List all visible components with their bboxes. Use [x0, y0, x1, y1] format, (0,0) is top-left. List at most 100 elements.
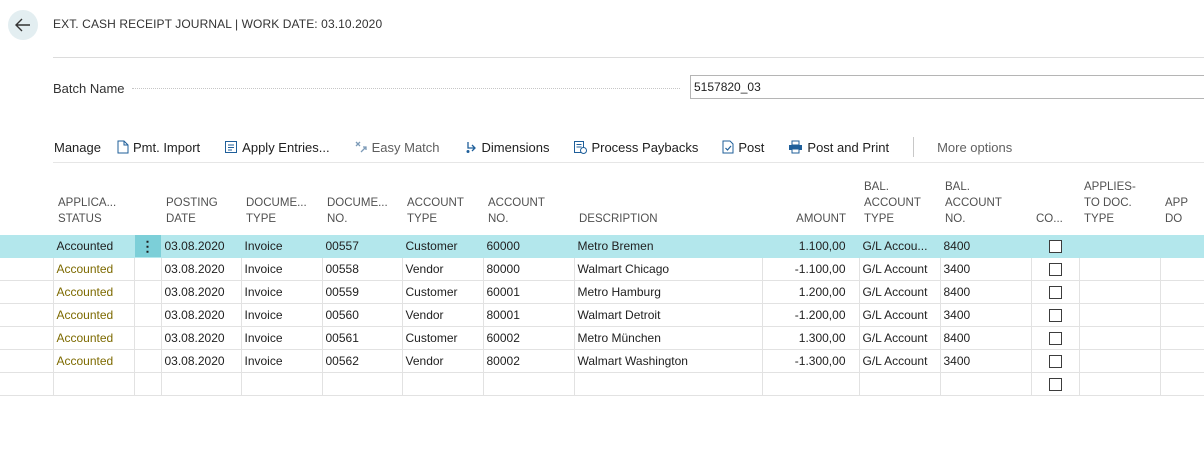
process-paybacks-button[interactable]: Process Paybacks — [573, 140, 698, 155]
table-row[interactable]: Accounted ⋮ 03.08.2020 Invoice 00557 Cus… — [0, 235, 1204, 258]
amount-cell[interactable] — [761, 372, 859, 396]
bal-account-no-cell[interactable]: 8400 — [939, 235, 1031, 258]
correction-checkbox[interactable] — [1048, 286, 1062, 300]
correction-checkbox[interactable] — [1048, 309, 1062, 323]
correction-checkbox[interactable] — [1048, 263, 1062, 277]
table-row[interactable]: Accounted 03.08.2020 Invoice 00561 Custo… — [0, 326, 1204, 350]
document-no-cell[interactable]: 00562 — [321, 349, 402, 373]
bal-account-type-cell[interactable]: G/L Account — [858, 303, 940, 327]
posting-date-cell[interactable]: 03.08.2020 — [160, 280, 241, 304]
document-type-cell[interactable]: Invoice — [240, 280, 322, 304]
posting-date-cell[interactable]: 03.08.2020 — [160, 326, 241, 350]
document-type-cell[interactable]: Invoice — [240, 303, 322, 327]
correction-checkbox[interactable] — [1048, 332, 1062, 346]
bal-account-type-cell[interactable]: G/L Account — [858, 349, 940, 373]
bal-account-no-cell[interactable]: 3400 — [939, 303, 1031, 327]
amount-cell[interactable]: -1.200,00 — [761, 303, 859, 327]
row-menu-button[interactable]: ⋮ — [133, 235, 161, 258]
posting-date-cell[interactable] — [160, 372, 241, 396]
account-no-cell[interactable]: 80001 — [482, 303, 574, 327]
bal-account-type-cell[interactable]: G/L Account — [858, 257, 940, 281]
correction-checkbox[interactable] — [1048, 378, 1062, 392]
pmt-import-button[interactable]: Pmt. Import — [117, 140, 200, 155]
row-menu-cell[interactable] — [133, 372, 161, 396]
column-header-account-no[interactable]: ACCOUNT NO. — [488, 197, 545, 225]
column-header-posting-date[interactable]: POSTING DATE — [166, 197, 218, 225]
description-cell[interactable]: Walmart Detroit — [573, 303, 762, 327]
applies-to-doc-no-cell[interactable] — [1159, 303, 1204, 327]
account-no-cell[interactable]: 80000 — [482, 257, 574, 281]
status-cell[interactable]: Accounted — [52, 257, 134, 281]
document-no-cell[interactable]: 00559 — [321, 280, 402, 304]
account-type-cell[interactable]: Vendor — [401, 257, 483, 281]
more-options-button[interactable]: More options — [937, 139, 1013, 155]
table-row[interactable]: Accounted 03.08.2020 Invoice 00560 Vendo… — [0, 303, 1204, 327]
row-menu-cell[interactable] — [133, 349, 161, 373]
bal-account-type-cell[interactable]: G/L Accou... — [858, 235, 940, 258]
account-no-cell[interactable]: 60000 — [482, 235, 574, 258]
batch-name-input[interactable] — [690, 75, 1204, 99]
status-cell[interactable]: Accounted — [52, 326, 134, 350]
post-and-print-button[interactable]: Post and Print — [788, 140, 889, 155]
description-cell[interactable] — [573, 372, 762, 396]
applies-to-doc-type-cell[interactable] — [1078, 326, 1160, 350]
description-cell[interactable]: Walmart Washington — [573, 349, 762, 373]
back-button[interactable] — [8, 10, 38, 40]
row-menu-cell[interactable] — [133, 326, 161, 350]
bal-account-no-cell[interactable]: 3400 — [939, 257, 1031, 281]
column-header-applies-to-doc-type[interactable]: APPLIES- TO DOC. TYPE — [1084, 181, 1136, 225]
status-cell[interactable]: Accounted — [52, 280, 134, 304]
row-menu-cell[interactable] — [133, 280, 161, 304]
table-row[interactable]: Accounted 03.08.2020 Invoice 00558 Vendo… — [0, 257, 1204, 281]
status-cell[interactable]: Accounted — [52, 235, 134, 258]
amount-cell[interactable]: 1.200,00 — [761, 280, 859, 304]
account-no-cell[interactable]: 60001 — [482, 280, 574, 304]
correction-cell[interactable] — [1030, 257, 1079, 281]
description-cell[interactable]: Walmart Chicago — [573, 257, 762, 281]
account-type-cell[interactable]: Vendor — [401, 303, 483, 327]
description-cell[interactable]: Metro Hamburg — [573, 280, 762, 304]
column-header-co[interactable]: CO... — [1036, 213, 1063, 225]
column-header-applies-to-doc-no[interactable]: APP DO — [1165, 197, 1189, 225]
document-type-cell[interactable]: Invoice — [240, 257, 322, 281]
table-row[interactable]: Accounted 03.08.2020 Invoice 00559 Custo… — [0, 280, 1204, 304]
manage-button[interactable]: Manage — [54, 140, 101, 155]
post-button[interactable]: Post — [722, 140, 764, 155]
amount-cell[interactable]: 1.300,00 — [761, 326, 859, 350]
correction-cell[interactable] — [1030, 303, 1079, 327]
bal-account-no-cell[interactable]: 3400 — [939, 349, 1031, 373]
column-header-amount[interactable]: AMOUNT — [796, 213, 846, 225]
applies-to-doc-no-cell[interactable] — [1159, 257, 1204, 281]
column-header-bal-account-type[interactable]: BAL. ACCOUNT TYPE — [864, 181, 921, 225]
document-type-cell[interactable]: Invoice — [240, 235, 322, 258]
document-type-cell[interactable]: Invoice — [240, 326, 322, 350]
applies-to-doc-no-cell[interactable] — [1159, 235, 1204, 258]
posting-date-cell[interactable]: 03.08.2020 — [160, 349, 241, 373]
row-menu-cell[interactable] — [133, 257, 161, 281]
document-no-cell[interactable]: 00560 — [321, 303, 402, 327]
column-header-bal-account-no[interactable]: BAL. ACCOUNT NO. — [945, 181, 1002, 225]
dimensions-button[interactable]: Dimensions — [464, 140, 549, 155]
correction-checkbox[interactable] — [1048, 240, 1062, 254]
account-type-cell[interactable]: Customer — [401, 280, 483, 304]
column-header-account-type[interactable]: ACCOUNT TYPE — [407, 197, 464, 225]
account-type-cell[interactable]: Customer — [401, 326, 483, 350]
row-menu-cell[interactable] — [133, 303, 161, 327]
status-cell[interactable]: Accounted — [52, 349, 134, 373]
account-no-cell[interactable]: 80002 — [482, 349, 574, 373]
posting-date-cell[interactable]: 03.08.2020 — [160, 303, 241, 327]
applies-to-doc-type-cell[interactable] — [1078, 372, 1160, 396]
applies-to-doc-no-cell[interactable] — [1159, 326, 1204, 350]
document-no-cell[interactable]: 00558 — [321, 257, 402, 281]
correction-cell[interactable] — [1030, 326, 1079, 350]
status-cell[interactable]: Accounted — [52, 303, 134, 327]
account-no-cell[interactable]: 60002 — [482, 326, 574, 350]
applies-to-doc-no-cell[interactable] — [1159, 349, 1204, 373]
easy-match-button[interactable]: Easy Match — [354, 140, 440, 155]
column-header-document-type[interactable]: DOCUME... TYPE — [246, 197, 307, 225]
description-cell[interactable]: Metro Bremen — [573, 235, 762, 258]
correction-cell[interactable] — [1030, 372, 1079, 396]
document-type-cell[interactable] — [240, 372, 322, 396]
correction-cell[interactable] — [1030, 235, 1079, 258]
document-no-cell[interactable]: 00557 — [321, 235, 402, 258]
